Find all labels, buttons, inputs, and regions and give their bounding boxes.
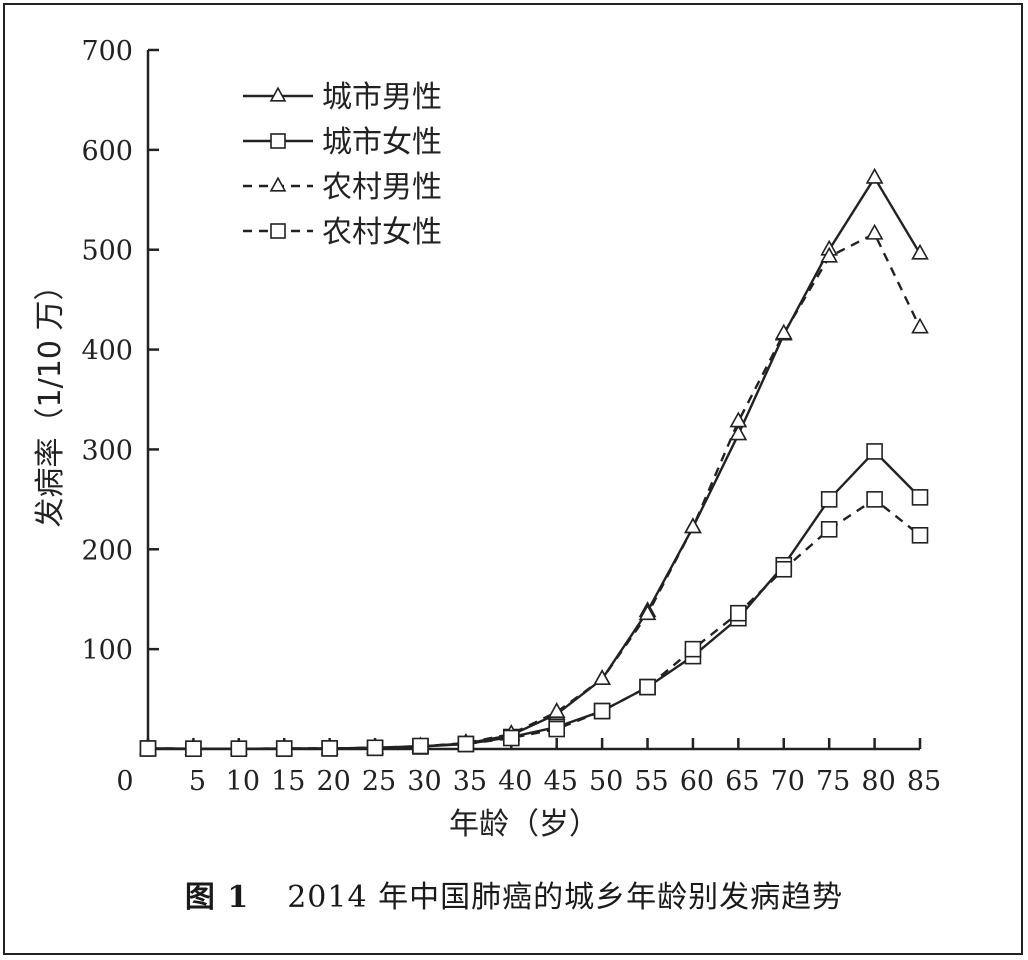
- series-point-4: [730, 604, 747, 622]
- x-tick-label: 45: [544, 766, 578, 797]
- series-point-3: [911, 317, 929, 334]
- series-point-4: [321, 740, 338, 757]
- series-point-4: [230, 740, 248, 758]
- series-point-3: [593, 669, 611, 686]
- y-tick-label: 100: [81, 635, 133, 666]
- x-tick-label: 30: [407, 766, 441, 797]
- series-point-3: [865, 223, 884, 240]
- series-point-3: [547, 702, 566, 718]
- y-tick-label: 700: [81, 36, 133, 67]
- x-tick-label: 50: [589, 766, 623, 797]
- series-point-4: [502, 729, 520, 747]
- y-tick-label: 600: [81, 136, 133, 167]
- y-tick-label: 500: [81, 236, 133, 267]
- series-point-1: [729, 424, 748, 441]
- x-tick-label: 65: [725, 766, 759, 797]
- x-tick-label: 10: [226, 766, 260, 797]
- chart-markers: [139, 167, 929, 758]
- series-point-4: [548, 720, 566, 738]
- series-point-4: [412, 737, 429, 755]
- x-tick-label: 40: [498, 766, 532, 797]
- series-point-3: [684, 517, 702, 534]
- x-tick-label: 15: [271, 766, 305, 797]
- x-axis-title: 年龄（岁）: [449, 807, 599, 842]
- series-point-4: [185, 740, 202, 758]
- series-point-2: [911, 489, 929, 506]
- legend-label: 农村男性: [322, 170, 442, 205]
- figure-caption: 图 1 2014 年中国肺癌的城乡年龄别发病趋势: [0, 872, 1028, 916]
- figure-label: 图 1: [184, 880, 250, 915]
- x-tick-label: 70: [771, 766, 805, 797]
- series-line-2: [147, 449, 921, 750]
- series-point-4: [866, 491, 883, 508]
- series-point-3: [774, 323, 793, 340]
- y-tick-label: 300: [81, 435, 133, 466]
- legend-label: 农村女性: [322, 215, 442, 250]
- series-point-4: [139, 740, 157, 757]
- x-tick-label: 0: [116, 766, 133, 797]
- series-point-4: [366, 739, 384, 757]
- series-point-4: [639, 678, 656, 696]
- x-tick-label: 25: [362, 766, 396, 797]
- y-tick-label: 400: [81, 336, 133, 367]
- legend-label: 城市女性: [322, 125, 442, 160]
- series-line-1: [147, 175, 922, 750]
- series-point-4: [684, 640, 702, 658]
- line-chart: 100 200 300 400 500 600 700 0 5 10 15 20 25 30 35 40 45 5…: [33, 36, 941, 842]
- caption-text: 2014 年中国肺癌的城乡年龄别发病趋势: [287, 880, 844, 915]
- x-tick-label: 85: [907, 766, 941, 797]
- y-tick-label: 200: [81, 535, 133, 566]
- legend-marker-square: [270, 133, 286, 149]
- legend-marker-square: [270, 223, 286, 239]
- series-point-3: [729, 411, 748, 428]
- legend-marker-triangle: [269, 86, 287, 102]
- series-point-1: [911, 243, 929, 260]
- legend-marker-triangle: [269, 176, 287, 192]
- figure-frame: [3, 3, 1023, 955]
- chart-axes: 100 200 300 400 500 600 700 0 5 10 15 20 25 30 35 40 45 5…: [81, 36, 941, 797]
- series-point-4: [775, 560, 793, 578]
- series-point-3: [820, 246, 839, 263]
- y-axis-title: 发病率（1/10 万）: [33, 271, 68, 528]
- series-point-4: [457, 735, 475, 753]
- x-tick-label: 60: [680, 766, 714, 797]
- series-point-4: [593, 702, 611, 720]
- series-line-3: [147, 232, 922, 750]
- series-point-4: [911, 527, 929, 544]
- legend-label: 城市男性: [322, 80, 442, 115]
- x-tick-label: 55: [634, 766, 668, 797]
- series-point-3: [638, 604, 657, 621]
- x-tick-label: 35: [453, 766, 487, 797]
- x-tick-label: 75: [816, 766, 850, 797]
- x-tick-label: 20: [316, 766, 350, 797]
- series-point-4: [820, 521, 838, 538]
- series-point-1: [865, 167, 884, 184]
- x-tick-label: 5: [189, 766, 206, 797]
- series-point-2: [866, 443, 883, 460]
- series-point-2: [820, 491, 838, 508]
- x-tick-label: 80: [861, 766, 895, 797]
- series-point-4: [275, 740, 293, 757]
- chart-series: [139, 167, 929, 758]
